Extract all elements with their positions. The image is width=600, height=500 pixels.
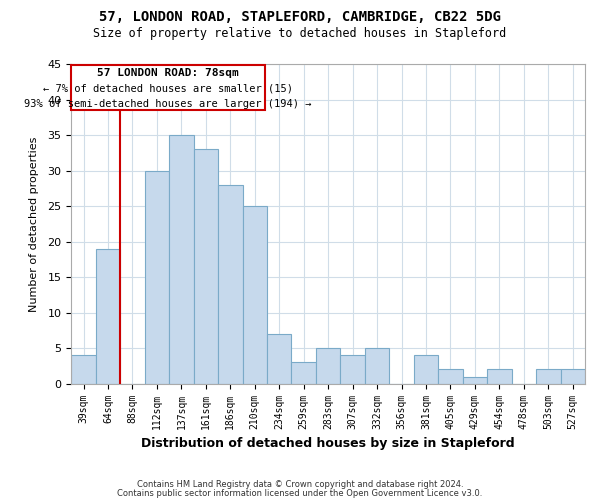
FancyBboxPatch shape: [71, 66, 265, 110]
Text: 93% of semi-detached houses are larger (194) →: 93% of semi-detached houses are larger (…: [24, 99, 311, 109]
Bar: [292, 362, 316, 384]
Text: 57 LONDON ROAD: 78sqm: 57 LONDON ROAD: 78sqm: [97, 68, 239, 78]
Y-axis label: Number of detached properties: Number of detached properties: [29, 136, 39, 312]
Bar: [218, 185, 242, 384]
Bar: [71, 356, 96, 384]
Bar: [96, 248, 120, 384]
Bar: [194, 150, 218, 384]
Bar: [145, 170, 169, 384]
Bar: [560, 370, 585, 384]
Bar: [414, 356, 438, 384]
X-axis label: Distribution of detached houses by size in Stapleford: Distribution of detached houses by size …: [142, 437, 515, 450]
Bar: [242, 206, 267, 384]
Text: 57, LONDON ROAD, STAPLEFORD, CAMBRIDGE, CB22 5DG: 57, LONDON ROAD, STAPLEFORD, CAMBRIDGE, …: [99, 10, 501, 24]
Text: Size of property relative to detached houses in Stapleford: Size of property relative to detached ho…: [94, 28, 506, 40]
Bar: [365, 348, 389, 384]
Bar: [267, 334, 292, 384]
Bar: [169, 135, 194, 384]
Bar: [438, 370, 463, 384]
Bar: [487, 370, 512, 384]
Bar: [340, 356, 365, 384]
Text: Contains HM Land Registry data © Crown copyright and database right 2024.: Contains HM Land Registry data © Crown c…: [137, 480, 463, 489]
Text: Contains public sector information licensed under the Open Government Licence v3: Contains public sector information licen…: [118, 488, 482, 498]
Bar: [536, 370, 560, 384]
Bar: [316, 348, 340, 384]
Bar: [463, 376, 487, 384]
Text: ← 7% of detached houses are smaller (15): ← 7% of detached houses are smaller (15): [43, 83, 293, 93]
